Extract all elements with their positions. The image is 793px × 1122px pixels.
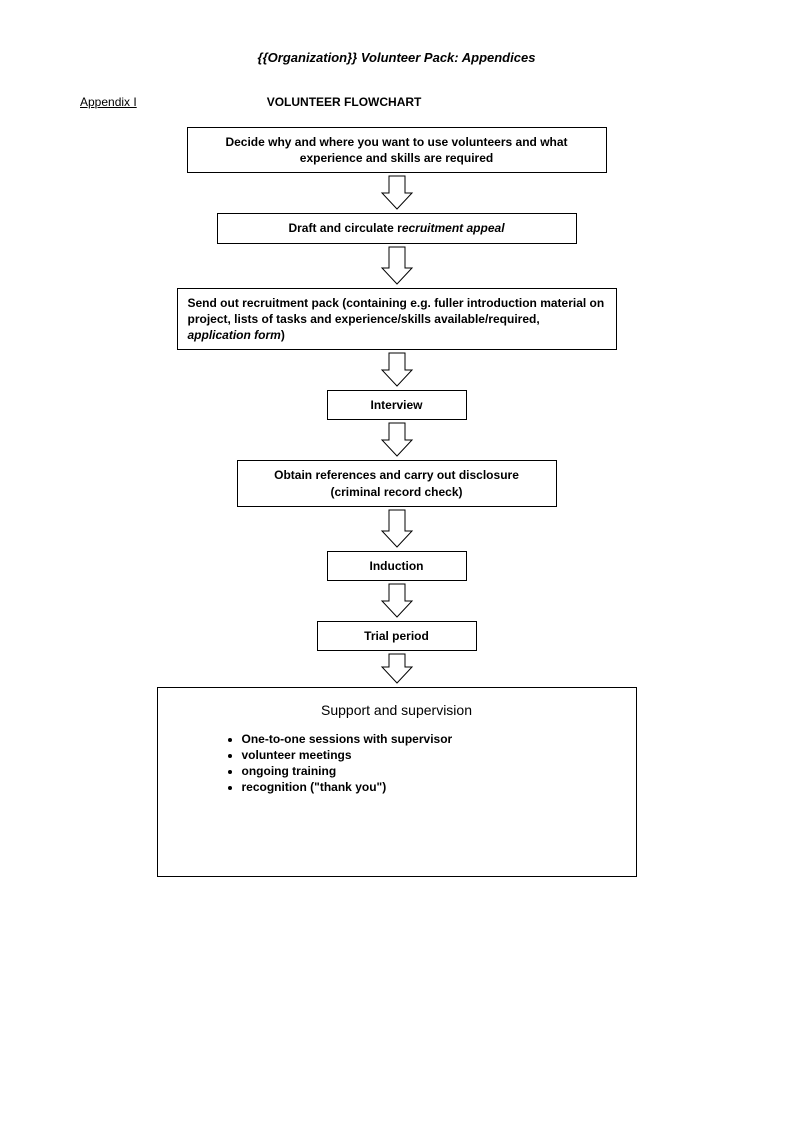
document-title: {{Organization}} Volunteer Pack: Appendi… [80,50,713,65]
flow-arrow-icon [377,350,417,390]
flow-arrow-icon [377,173,417,213]
flow-arrow-icon [377,507,417,551]
list-item: One-to-one sessions with supervisor [242,732,612,746]
flow-arrow-icon [377,420,417,460]
flow-arrow-icon [377,581,417,621]
flow-arrow-icon [377,651,417,687]
flow-node-trial: Trial period [317,621,477,651]
list-item: recognition ("thank you") [242,780,612,794]
flow-node-induction: Induction [327,551,467,581]
flow-arrow-icon [377,244,417,288]
list-item: volunteer meetings [242,748,612,762]
flow-node-interview: Interview [327,390,467,420]
section-header-row: Appendix I VOLUNTEER FLOWCHART [80,95,713,109]
final-node-list: One-to-one sessions with supervisor volun… [242,732,612,794]
flowchart-container: Decide why and where you want to use vol… [80,127,713,877]
final-node-title: Support and supervision [182,702,612,718]
flowchart-title: VOLUNTEER FLOWCHART [267,95,422,109]
flow-node-references: Obtain references and carry out disclosu… [237,460,557,506]
list-item: ongoing training [242,764,612,778]
flow-node-decide: Decide why and where you want to use vol… [187,127,607,173]
appendix-label: Appendix I [80,95,137,109]
flow-node-pack: Send out recruitment pack (containing e.… [177,288,617,351]
flow-node-support-supervision: Support and supervision One-to-one sessio… [157,687,637,877]
document-page: {{Organization}} Volunteer Pack: Appendi… [0,0,793,1122]
flow-node-draft: Draft and circulate recruitment appeal [217,213,577,243]
